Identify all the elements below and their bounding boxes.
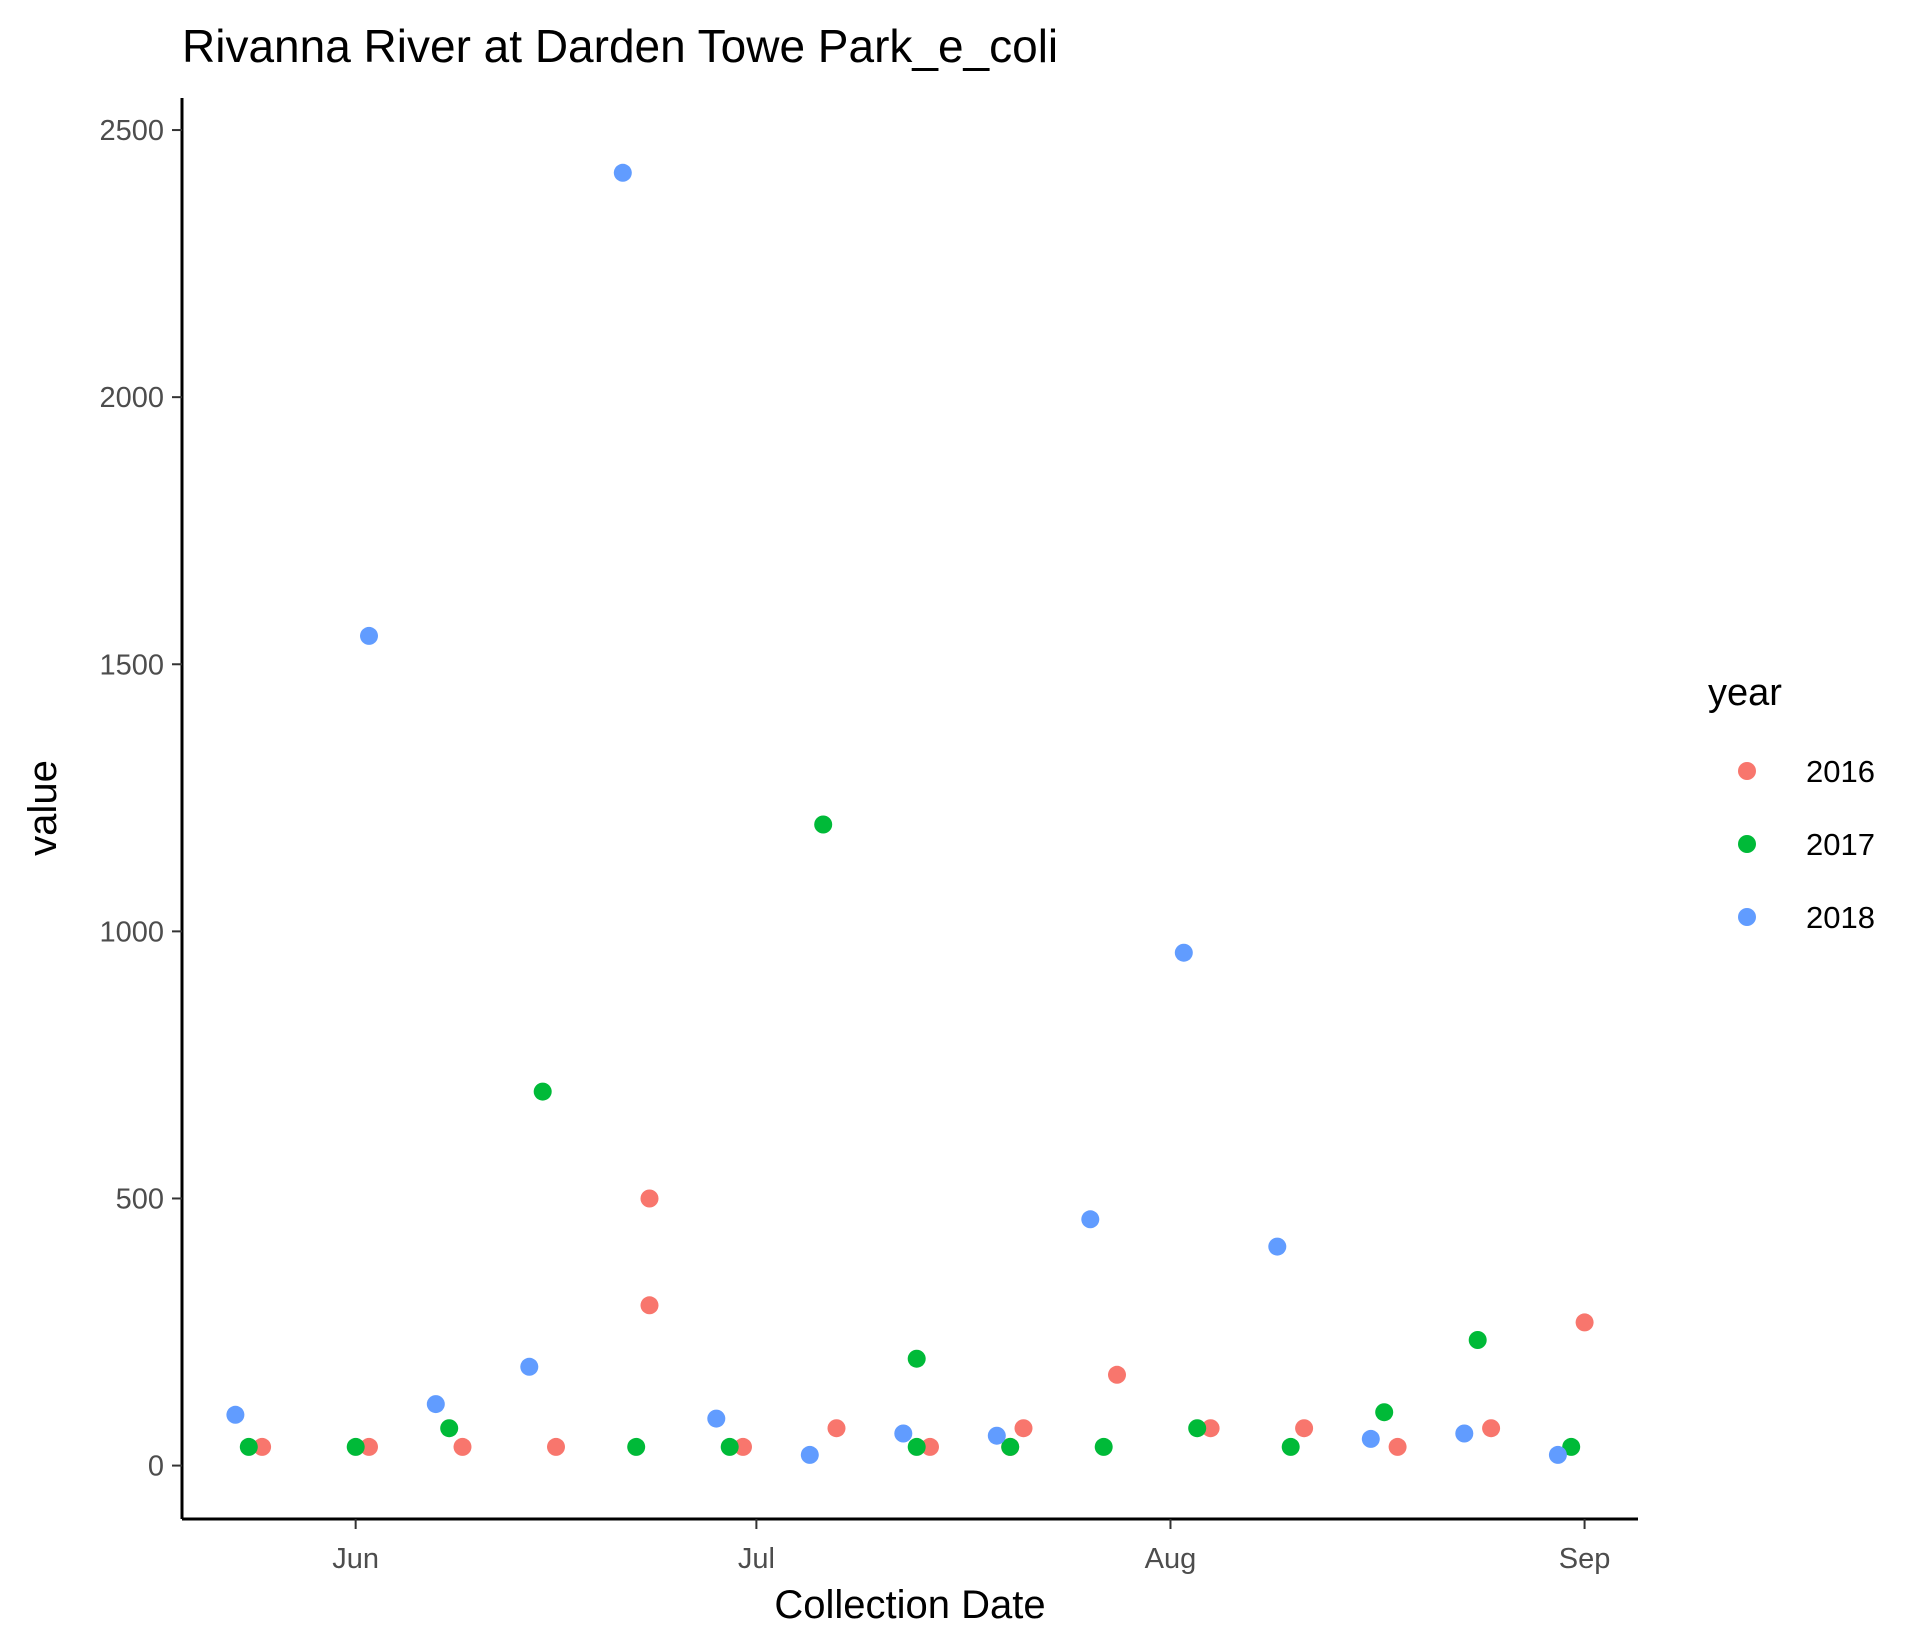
y-tick-label: 0 [148,1451,164,1483]
data-point-2016 [1482,1419,1501,1438]
x-tick-label: Jul [738,1543,775,1575]
data-point-2018 [1548,1445,1567,1464]
data-point-2018 [226,1405,245,1424]
legend: year 2016 2017 2018 [1708,672,1875,935]
data-point-2017 [1094,1437,1113,1456]
legend-title: year [1708,672,1782,714]
data-point-2017 [1188,1419,1207,1438]
data-point-2016 [734,1437,752,1456]
x-tick-label: Jun [332,1543,379,1575]
data-point-2016 [453,1437,472,1456]
legend-label: 2018 [1806,900,1875,935]
y-axis-title: value [21,760,65,856]
data-point-2017 [533,1082,552,1101]
data-point-2016 [1575,1313,1594,1332]
data-point-2017 [907,1437,926,1456]
data-point-2017 [1375,1403,1394,1422]
data-point-2016 [547,1437,565,1456]
data-point-2017 [720,1437,739,1456]
x-ticks: Jun Jul Aug Sep [332,1519,1610,1575]
data-point-2017 [1468,1331,1487,1349]
data-point-2018 [613,163,632,182]
data-point-2018 [426,1395,445,1414]
y-tick-label: 1500 [99,649,164,681]
y-tick-label: 500 [116,1183,164,1215]
data-point-2017 [440,1419,459,1438]
axes [180,98,1638,1521]
data-point-2018 [707,1409,726,1428]
legend-label: 2016 [1806,754,1875,789]
data-point-2018 [1081,1210,1100,1229]
data-point-2016 [827,1419,846,1438]
data-point-2017 [627,1437,646,1456]
legend-key-2018 [1738,908,1756,926]
data-point-2016 [921,1437,939,1456]
data-point-2018 [1361,1429,1380,1448]
data-point-2016 [640,1189,659,1208]
data-point-2017 [1001,1437,1020,1456]
y-ticks: 0 500 1000 1500 2000 2500 [99,115,182,1483]
data-point-2017 [814,815,833,834]
data-point-2018 [1455,1424,1474,1443]
data-point-2018 [987,1426,1006,1445]
data-point-2016 [1201,1419,1220,1438]
y-tick-label: 2500 [99,115,164,147]
legend-key-2017 [1738,835,1756,853]
data-point-2018 [800,1445,819,1464]
x-axis-title: Collection Date [774,1583,1045,1627]
data-point-2016 [640,1296,659,1315]
data-point-2018 [360,626,378,645]
data-point-2017 [1281,1437,1300,1456]
y-tick-label: 2000 [99,382,164,414]
x-tick-label: Sep [1559,1543,1611,1575]
chart-title: Rivanna River at Darden Towe Park_e_coli [182,20,1058,72]
data-point-2017 [239,1437,258,1456]
data-point-2018 [894,1424,913,1443]
data-point-2017 [907,1349,926,1368]
data-point-2016 [1014,1419,1033,1438]
data-point-2017 [346,1437,365,1456]
data-points [226,163,1594,1464]
data-point-2018 [1174,943,1193,962]
data-point-2016 [253,1437,272,1456]
legend-label: 2017 [1806,827,1875,862]
data-point-2018 [1268,1237,1287,1256]
x-tick-label: Aug [1145,1543,1197,1575]
legend-key-2016 [1738,762,1756,780]
data-point-2016 [360,1437,378,1456]
data-point-2017 [1562,1437,1581,1456]
data-point-2016 [1295,1419,1314,1438]
data-point-2018 [520,1357,539,1376]
data-point-2016 [1108,1365,1126,1384]
y-tick-label: 1000 [99,916,164,948]
data-point-2016 [1388,1437,1407,1456]
